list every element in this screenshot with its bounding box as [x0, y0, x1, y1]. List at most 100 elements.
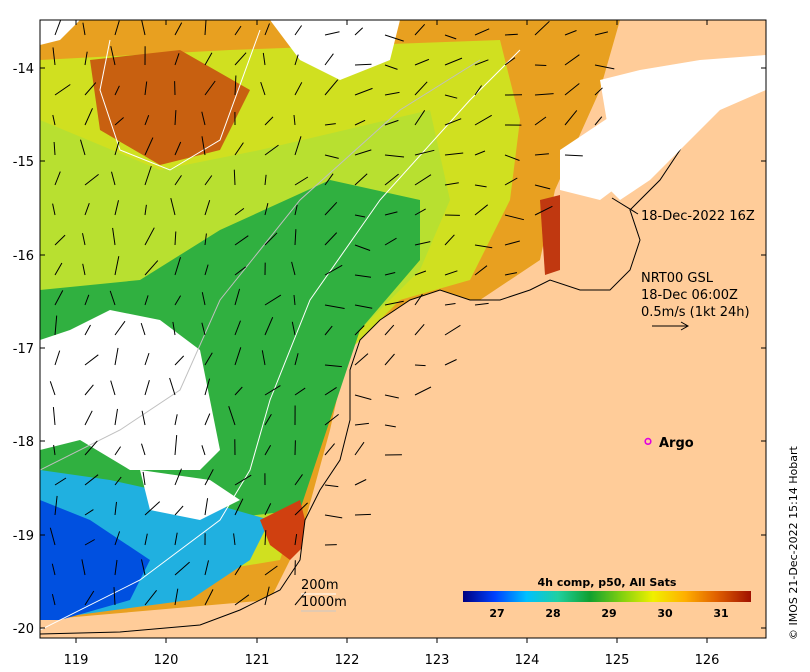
x-tick-label: 122 [335, 653, 360, 668]
current-vector [204, 469, 214, 486]
current-vector [204, 233, 207, 246]
current-vector [204, 589, 214, 606]
current-vector [109, 290, 116, 306]
current-vector [84, 509, 94, 516]
current-vector [144, 227, 155, 246]
image-time-label: 18-Dec-2022 16Z [641, 209, 755, 224]
current-vector [294, 534, 298, 546]
colorbar-gradient [463, 591, 751, 602]
current-vector [384, 300, 404, 306]
x-tick: 124 [515, 20, 539, 668]
current-vector [324, 232, 338, 246]
current-vector [444, 94, 458, 99]
current-time-label: 18-Dec 06:00Z [641, 288, 738, 303]
colorbar: 4h comp, p50, All Sats 27 28 29 30 31 [463, 576, 751, 620]
current-vector [444, 234, 455, 246]
current-vector [264, 503, 272, 516]
current-vector [54, 171, 61, 186]
current-vector [264, 445, 272, 456]
current-vector [384, 237, 397, 246]
current-vector [354, 325, 365, 336]
current-vector [52, 47, 56, 66]
current-vector [144, 589, 157, 606]
current-vector [294, 82, 303, 96]
current-vector [264, 385, 281, 396]
cloud-patch [140, 470, 240, 520]
x-axis: 119 120 121 122 123 124 125 126 [64, 20, 719, 668]
current-vector [204, 264, 209, 276]
current-vector [144, 533, 148, 546]
current-vector [84, 82, 97, 96]
current-vector [84, 410, 93, 426]
current-vector [534, 184, 551, 190]
current-vector [204, 175, 213, 186]
current-vector [114, 200, 119, 216]
isobath-200m [40, 49, 521, 631]
current-vector [114, 117, 124, 126]
current-vector [414, 81, 428, 96]
current-vector [264, 565, 278, 576]
current-vector [414, 58, 430, 66]
current-vector [354, 353, 369, 366]
current-vector [54, 20, 61, 36]
current-vector [414, 174, 432, 186]
current-vector [294, 229, 297, 246]
current-vector [51, 563, 56, 576]
current-vector [84, 474, 99, 486]
current-vector [354, 214, 366, 218]
current-vector [324, 79, 339, 96]
current-vector [504, 57, 516, 66]
current-vector [384, 119, 399, 126]
current-vector [414, 110, 426, 126]
isobath-1000m-label: 1000m [301, 595, 347, 610]
current-vector [474, 265, 488, 276]
current-vector [534, 153, 549, 156]
current-vector [444, 152, 464, 156]
x-tick: 121 [245, 20, 270, 668]
current-vector [234, 565, 242, 576]
current-vector [384, 173, 399, 186]
current-vectors [49, 20, 615, 606]
current-vector [204, 498, 209, 516]
current-vector [324, 154, 339, 159]
x-tick: 120 [154, 20, 178, 668]
current-vector [201, 111, 206, 126]
current-vector [324, 484, 339, 488]
y-tick: -16 [13, 249, 766, 264]
y-axis: -14 -15 -16 -17 -18 -19 -20 [13, 62, 766, 637]
current-vector [474, 244, 493, 249]
colorbar-tick-label: 28 [545, 607, 560, 620]
current-vector [414, 364, 426, 367]
sst-cold-band [40, 500, 150, 620]
current-vector [141, 20, 146, 36]
x-tick: 119 [64, 20, 89, 668]
current-vector [174, 561, 190, 576]
y-tick-label: -15 [13, 155, 34, 170]
current-vector [144, 81, 148, 96]
current-vector [474, 150, 486, 156]
current-vector [324, 325, 333, 336]
current-vector [234, 235, 249, 246]
current-vector [294, 136, 302, 156]
x-tick-label: 121 [245, 653, 270, 668]
current-vector [204, 413, 211, 426]
current-vector [324, 304, 345, 309]
current-vector [324, 386, 337, 396]
current-vector [84, 108, 93, 126]
current-vector [174, 141, 182, 156]
current-vector [174, 355, 185, 366]
x-tick: 123 [425, 20, 449, 668]
current-vector [84, 384, 94, 396]
current-vector [354, 119, 366, 126]
current-vector [294, 176, 309, 186]
current-vector [201, 292, 206, 306]
colorbar-tick-label: 29 [601, 607, 616, 620]
current-vector [110, 380, 116, 396]
current-vector [201, 136, 206, 156]
x-tick-label: 119 [64, 653, 89, 668]
current-vector [264, 530, 267, 546]
current-scale-label: 0.5m/s (1kt 24h) [641, 305, 750, 320]
current-vector [354, 27, 364, 36]
y-tick-label: -19 [13, 529, 34, 544]
current-vector [141, 559, 146, 576]
